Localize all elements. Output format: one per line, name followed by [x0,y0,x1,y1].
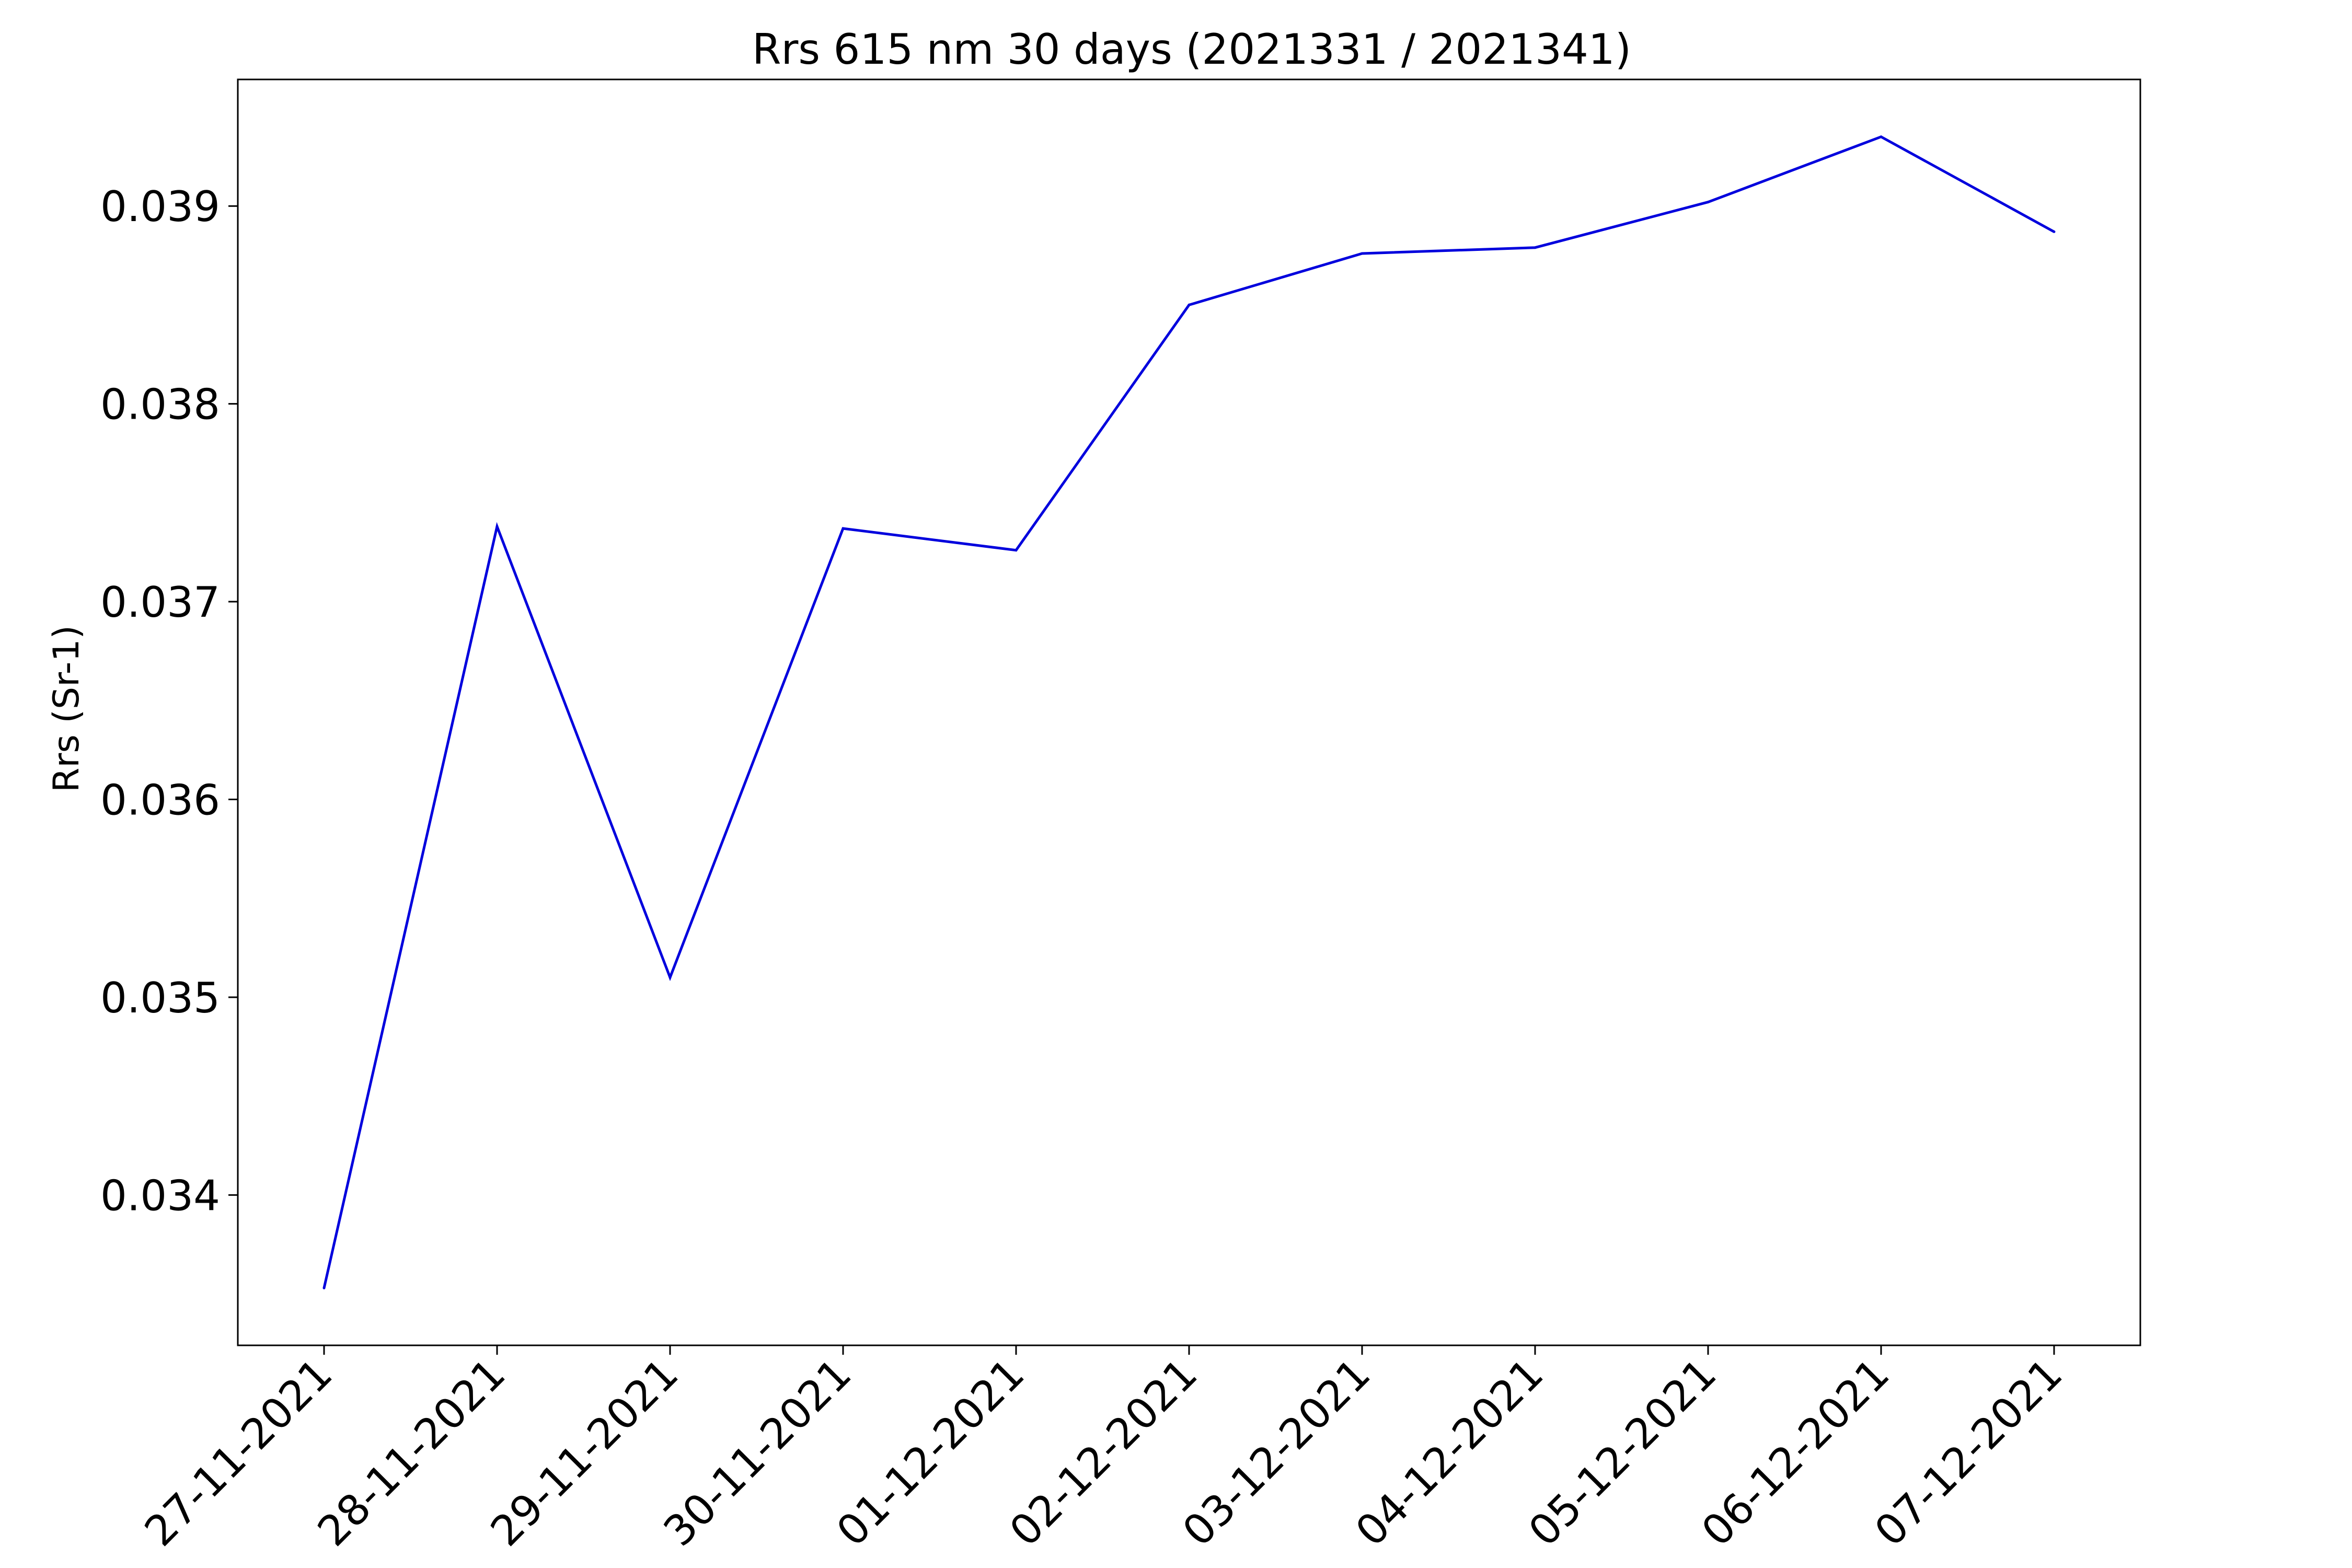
y-tick-label: 0.035 [100,974,220,1022]
y-tick-label: 0.038 [100,381,220,429]
data-point [322,1286,326,1289]
data-point [2053,230,2056,233]
data-point [841,527,845,530]
data-point [1707,201,1710,204]
series-layer [322,135,2056,1289]
y-tick-label: 0.037 [100,578,220,627]
chart-title: Rrs 615 nm 30 days (2021331 / 2021341) [752,25,1631,74]
y-axis-ticks: 0.034 0.035 0.036 0.037 0.038 0.039 [100,182,238,1220]
data-point [1187,303,1191,306]
data-point [1534,246,1537,249]
data-point [1014,549,1018,552]
data-point [495,525,499,528]
plot-area-frame [237,78,2141,1346]
y-tick-label: 0.034 [100,1171,220,1220]
data-point [668,976,672,979]
y-tick-label: 0.036 [100,776,220,825]
data-point [1361,252,1364,255]
data-point [1880,135,1883,139]
y-axis-label: Rrs (Sr-1) [46,625,87,792]
y-tick-label: 0.039 [100,182,220,231]
